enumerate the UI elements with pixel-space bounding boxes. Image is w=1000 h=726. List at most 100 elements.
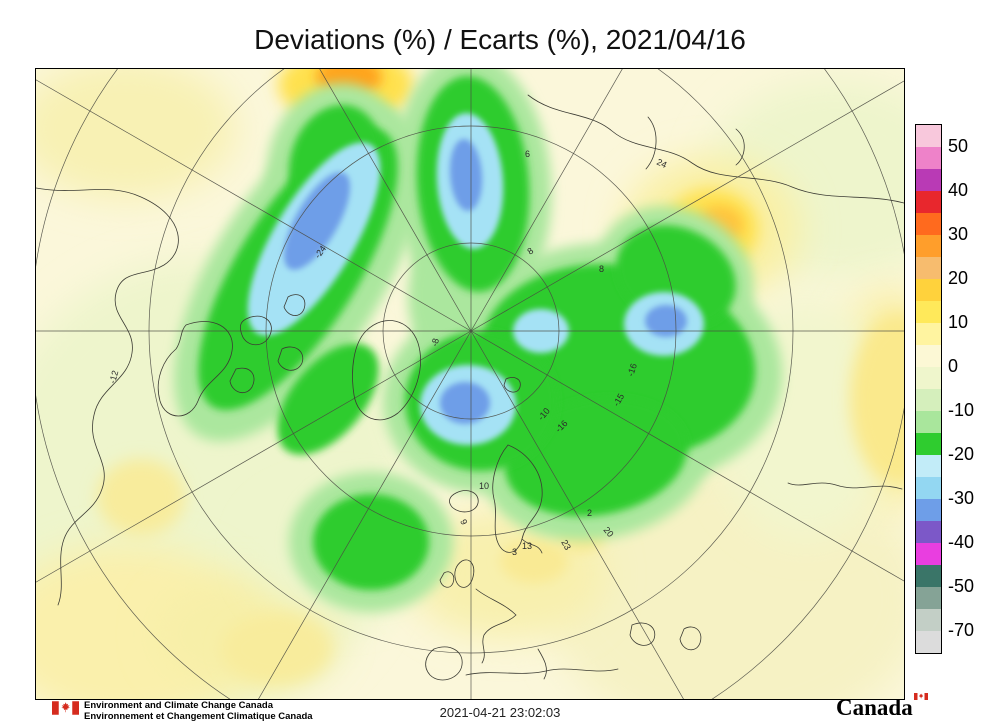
coastline-path: [439, 571, 455, 588]
contour-region: [500, 539, 568, 583]
contour-region: [850, 314, 904, 484]
coastline-path: [425, 646, 463, 681]
coastline-path: [465, 668, 619, 676]
contour-region: [313, 494, 429, 590]
colorbar-segment: [916, 125, 941, 147]
contour-label: -12: [107, 369, 120, 384]
contour-label: 8: [599, 264, 604, 274]
coastline-path: [239, 315, 272, 346]
colorbar-segment: [916, 543, 941, 565]
coastline-path: [454, 559, 475, 588]
contour-label: -16: [625, 362, 639, 377]
colorbar-segment: [916, 455, 941, 477]
map-panel: -24 -8 6 24 8 8 -16 -15 -16 -10 10 9 13 23 20 -12 3 2: [35, 68, 905, 700]
maple-leaf-icon: [918, 693, 923, 699]
colorbar-label: -10: [948, 400, 975, 420]
contour-regions: [36, 69, 904, 699]
agency-name-en: Environment and Climate Change Canada: [84, 700, 273, 711]
contour-label: -8: [429, 337, 441, 347]
coastline-path: [645, 116, 657, 170]
coastline-path: [679, 626, 702, 651]
contour-region: [221, 614, 331, 684]
graticule-meridian: [36, 330, 472, 583]
colorbar-segment: [916, 147, 941, 169]
coastline-path: [503, 377, 521, 393]
page-title: Deviations (%) / Ecarts (%), 2021/04/16: [254, 24, 746, 55]
contour-region: [645, 305, 687, 337]
contour-region: [440, 382, 490, 424]
colorbar-segment: [916, 235, 941, 257]
graticule: [36, 69, 904, 699]
coastlines: [36, 94, 904, 681]
coastline-path: [787, 482, 903, 490]
generation-timestamp: 2021-04-21 23:02:03: [439, 705, 561, 720]
canada-wordmark-text: Canada: [836, 695, 913, 720]
colorbar-segment: [916, 301, 941, 323]
contour-label: 24: [655, 157, 668, 170]
coastline-path: [527, 94, 904, 204]
colorbar-segment: [916, 587, 941, 609]
contour-region: [284, 172, 350, 270]
colorbar-label: 0: [948, 356, 959, 376]
coastline-path: [735, 128, 745, 166]
colorbar-segment: [916, 191, 941, 213]
contour-label: 10: [479, 481, 489, 491]
contour-label: 8: [525, 246, 535, 257]
colorbar-segment: [916, 257, 941, 279]
colorbar-label: 40: [948, 180, 969, 200]
colorbar-label: 20: [948, 268, 969, 288]
colorbar-segment: [916, 345, 941, 367]
coastline-path: [629, 622, 656, 646]
coastline-path: [277, 346, 304, 371]
colorbar-segment: [916, 411, 941, 433]
contour-region: [449, 139, 483, 211]
colorbar-segment: [916, 499, 941, 521]
colorbar-label: 50: [948, 136, 969, 156]
contour-label: 20: [601, 525, 615, 539]
coastline-path: [449, 490, 479, 513]
colorbar-segment: [916, 323, 941, 345]
contour-label: 23: [559, 538, 573, 552]
colorbar-segment: [916, 389, 941, 411]
colorbar-segment: [916, 631, 941, 653]
contour-region: [97, 459, 185, 535]
colorbar-label: 10: [948, 312, 969, 332]
canada-flag-icon: [913, 693, 928, 700]
contour-label: 3: [512, 547, 517, 557]
colorbar-segment: [916, 521, 941, 543]
coastline-path: [283, 294, 306, 316]
colorbar-label: -20: [948, 444, 975, 464]
colorbar-segment: [916, 279, 941, 301]
coastline-path: [36, 187, 179, 606]
coastline-path: [157, 321, 233, 417]
colorbar-segment: [916, 169, 941, 191]
contour-label: 13: [522, 541, 532, 551]
colorbar: [915, 124, 942, 654]
graticule-meridian: [470, 330, 904, 582]
contour-label: 6: [525, 149, 530, 159]
colorbar-label: -70: [948, 620, 975, 640]
graticule-meridian: [470, 69, 623, 332]
coastline-path: [229, 367, 255, 394]
colorbar-segment: [916, 433, 941, 455]
colorbar-label: -50: [948, 576, 975, 596]
graticule-meridian: [470, 80, 904, 332]
colorbar-segment: [916, 477, 941, 499]
contour-label: 2: [587, 508, 592, 518]
canada-wordmark: Canada: [836, 693, 928, 721]
contour-region: [277, 343, 379, 455]
coastline-path: [537, 648, 547, 680]
colorbar-label: -40: [948, 532, 975, 552]
agency-signature: Environment and Climate Change Canada En…: [52, 700, 313, 722]
coastline-path: [521, 538, 543, 554]
graticule-meridian: [319, 69, 472, 332]
graticule-meridian: [258, 330, 472, 699]
graticule-meridian: [470, 330, 684, 699]
contour-region: [406, 509, 606, 639]
coastline-path: [475, 588, 517, 664]
colorbar-label: -30: [948, 488, 975, 508]
colorbar-segment: [916, 565, 941, 587]
colorbar-label: 30: [948, 224, 969, 244]
